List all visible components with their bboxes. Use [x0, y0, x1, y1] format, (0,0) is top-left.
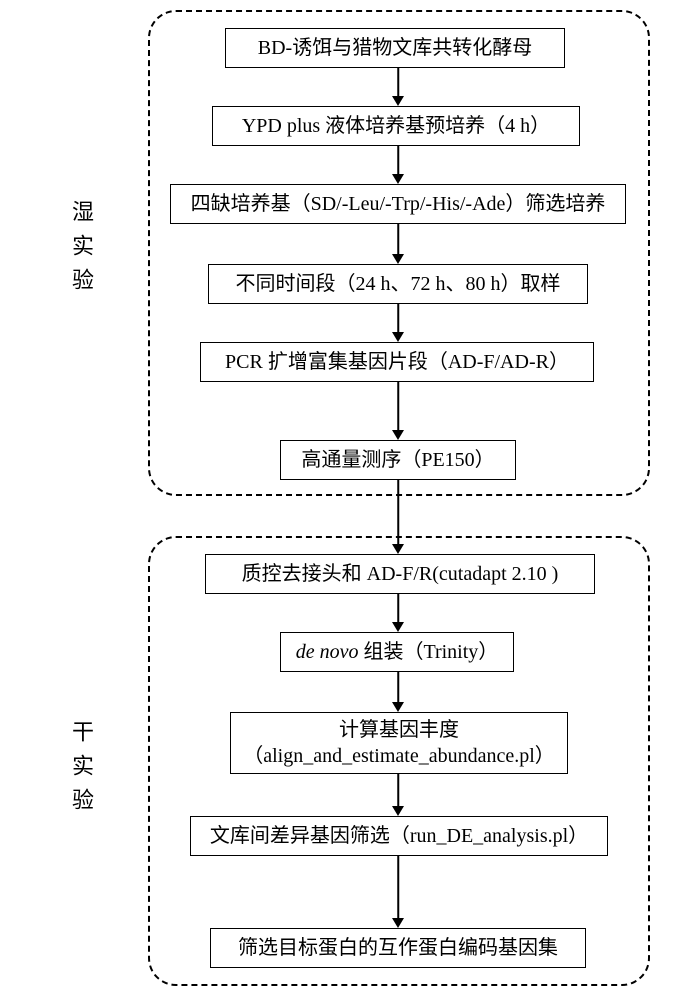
- arrow-line: [397, 480, 399, 544]
- arrow-head-icon: [392, 430, 404, 440]
- node-italic-prefix: de novo: [296, 641, 359, 663]
- arrow-head-icon: [392, 96, 404, 106]
- node-abundance: 计算基因丰度 （align_and_estimate_abundance.pl）: [230, 712, 568, 774]
- node-sequencing: 高通量测序（PE150）: [280, 440, 516, 480]
- arrow-line: [397, 146, 399, 174]
- arrow-head-icon: [392, 622, 404, 632]
- node-bd-bait: BD-诱饵与猎物文库共转化酵母: [225, 28, 565, 68]
- arrow-head-icon: [392, 332, 404, 342]
- node-pcr: PCR 扩增富集基因片段（AD-F/AD-R）: [200, 342, 594, 382]
- node-text: PCR 扩增富集基因片段（AD-F/AD-R）: [225, 349, 569, 375]
- node-sd-medium: 四缺培养基（SD/-Leu/-Trp/-His/-Ade）筛选培养: [170, 184, 626, 224]
- node-text: 不同时间段（24 h、72 h、80 h）取样: [236, 271, 561, 297]
- node-de-analysis: 文库间差异基因筛选（run_DE_analysis.pl）: [190, 816, 608, 856]
- arrow-line: [397, 68, 399, 96]
- arrow-line: [397, 224, 399, 254]
- arrow-line: [397, 774, 399, 806]
- node-ypd-plus: YPD plus 液体培养基预培养（4 h）: [212, 106, 580, 146]
- node-text: 质控去接头和 AD-F/R(cutadapt 2.10 ): [242, 561, 559, 587]
- node-denovo: de novo 组装（Trinity）: [280, 632, 514, 672]
- node-line2: （align_and_estimate_abundance.pl）: [243, 745, 555, 767]
- node-text: 文库间差异基因筛选（run_DE_analysis.pl）: [210, 823, 588, 849]
- node-text: 筛选目标蛋白的互作蛋白编码基因集: [238, 935, 558, 961]
- arrow-head-icon: [392, 702, 404, 712]
- node-sampling: 不同时间段（24 h、72 h、80 h）取样: [208, 264, 588, 304]
- node-cutadapt: 质控去接头和 AD-F/R(cutadapt 2.10 ): [205, 554, 595, 594]
- diagram-container: 湿实验 干实验 BD-诱饵与猎物文库共转化酵母 YPD plus 液体培养基预培…: [0, 0, 686, 1000]
- node-suffix: 组装（Trinity）: [358, 641, 498, 663]
- arrow-head-icon: [392, 544, 404, 554]
- node-target-genes: 筛选目标蛋白的互作蛋白编码基因集: [210, 928, 586, 968]
- wet-group-border: [148, 10, 650, 496]
- node-text: BD-诱饵与猎物文库共转化酵母: [258, 35, 532, 61]
- arrow-head-icon: [392, 254, 404, 264]
- arrow-line: [397, 856, 399, 918]
- arrow-line: [397, 672, 399, 702]
- arrow-head-icon: [392, 918, 404, 928]
- arrow-line: [397, 594, 399, 622]
- node-line1: 计算基因丰度: [339, 719, 459, 741]
- node-text: YPD plus 液体培养基预培养（4 h）: [242, 113, 550, 139]
- node-text: 四缺培养基（SD/-Leu/-Trp/-His/-Ade）筛选培养: [191, 191, 606, 217]
- dry-section-label: 干实验: [65, 720, 97, 822]
- arrow-head-icon: [392, 806, 404, 816]
- node-text: 计算基因丰度 （align_and_estimate_abundance.pl）: [243, 717, 555, 769]
- wet-section-label: 湿实验: [65, 200, 97, 302]
- arrow-line: [397, 304, 399, 332]
- arrow-line: [397, 382, 399, 430]
- node-text: de novo 组装（Trinity）: [296, 639, 499, 665]
- node-text: 高通量测序（PE150）: [301, 447, 494, 473]
- arrow-head-icon: [392, 174, 404, 184]
